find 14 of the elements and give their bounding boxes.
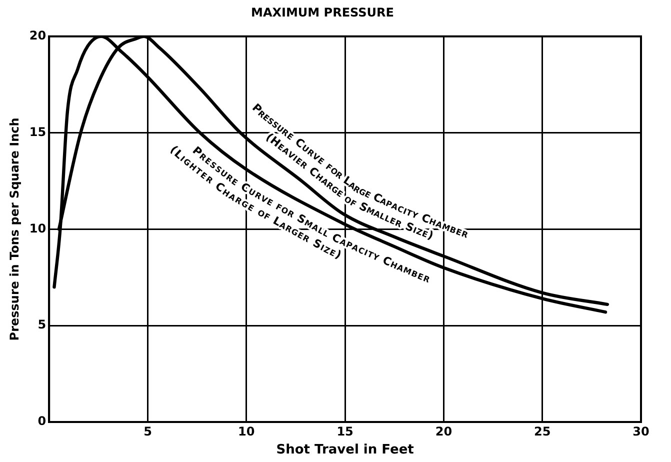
y-tick-label: 0 <box>38 414 46 428</box>
x-tick-label: 5 <box>144 424 152 438</box>
y-tick-label: 5 <box>38 318 46 332</box>
x-tick-label: 30 <box>632 424 650 438</box>
y-tick-label: 15 <box>29 124 46 139</box>
y-tick-label: 20 <box>29 28 46 43</box>
x-tick-label: 20 <box>435 424 452 438</box>
y-tick-label: 10 <box>29 221 46 236</box>
x-tick-label: 25 <box>534 424 551 438</box>
chart-title: MAXIMUM PRESSURE <box>251 5 394 20</box>
y-axis-title: Pressure in Tons per Square Inch <box>7 118 22 341</box>
x-tick-label: 15 <box>336 424 354 438</box>
x-tick-label: 10 <box>238 424 255 438</box>
x-axis-title: Shot Travel in Feet <box>276 442 414 458</box>
